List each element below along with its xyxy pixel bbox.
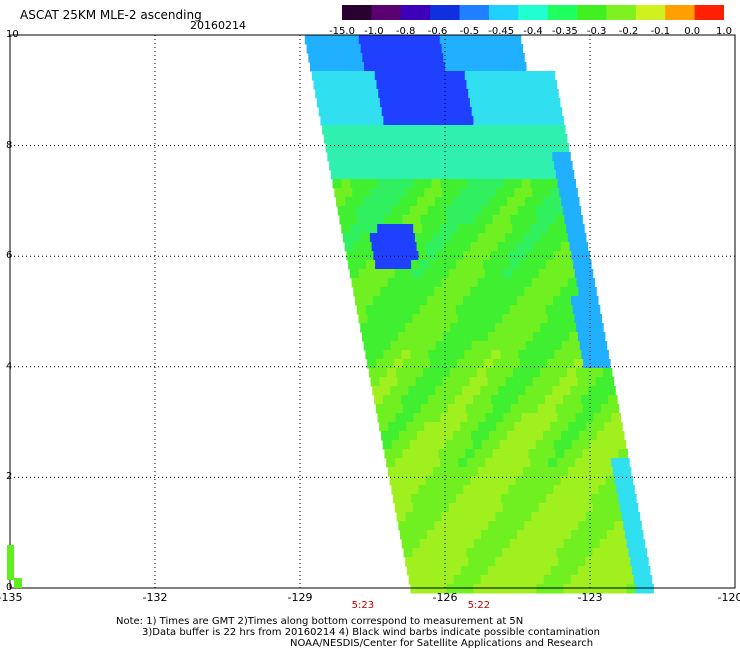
x-tick-label: -123 bbox=[577, 591, 603, 604]
y-tick-label: 0 bbox=[6, 582, 13, 593]
colorbar-segment bbox=[635, 5, 666, 20]
colorbar-label: -0.1 bbox=[650, 26, 671, 37]
x-tick-label: -126 bbox=[432, 591, 458, 604]
plot-frame bbox=[9, 34, 736, 589]
y-tick-label: 6 bbox=[6, 250, 13, 262]
colorbar-segment bbox=[488, 5, 519, 20]
x-tick-label: -120 bbox=[717, 591, 740, 604]
y-tick-label: 10 bbox=[6, 29, 19, 40]
colorbar-segment bbox=[694, 5, 724, 20]
colorbar-segment bbox=[371, 5, 402, 20]
colorbar-label: -0.5 bbox=[459, 26, 480, 37]
colorbar-label: -0.6 bbox=[427, 26, 448, 37]
note-line-3: NOAA/NESDIS/Center for Satellite Applica… bbox=[290, 638, 594, 649]
x-tick-label: -129 bbox=[287, 591, 313, 604]
colorbar-label: 0.0 bbox=[684, 26, 701, 37]
colorbar-label: -0.2 bbox=[618, 26, 639, 37]
colorbar-segment bbox=[606, 5, 637, 20]
colorbar-segment bbox=[400, 5, 431, 20]
colorbar-segment bbox=[665, 5, 696, 20]
colorbar-segment bbox=[518, 5, 549, 20]
colorbar-label: -0.8 bbox=[395, 26, 416, 37]
colorbar-label: -1.0 bbox=[364, 26, 384, 37]
colorbar-segment bbox=[430, 5, 461, 20]
map-date: 20160214 bbox=[190, 19, 246, 32]
swath-pixels bbox=[304, 35, 654, 594]
y-tick-label: 8 bbox=[6, 139, 13, 151]
x-tick-label: -135 bbox=[0, 591, 23, 604]
time-label: 5:23 bbox=[351, 600, 375, 611]
note-line-1: Note: 1) Times are GMT 2)Times along bot… bbox=[116, 616, 524, 627]
y-tick-label: 4 bbox=[6, 360, 13, 372]
colorbar-label: -0.4 bbox=[523, 26, 543, 37]
x-tick-label: -132 bbox=[142, 591, 168, 604]
colorbar-segment bbox=[547, 5, 578, 20]
colorbar-segment bbox=[577, 5, 607, 20]
colorbar-label: -15.0 bbox=[329, 26, 355, 37]
y-tick-label: 2 bbox=[6, 471, 13, 483]
colorbar-segment bbox=[342, 5, 372, 20]
colorbar-label: -0.45 bbox=[488, 26, 515, 37]
colorbar-label: -0.3 bbox=[586, 26, 607, 37]
colorbar-label: -0.35 bbox=[551, 26, 578, 37]
colorbar-segment bbox=[459, 5, 490, 20]
time-label: 5:22 bbox=[467, 600, 491, 611]
colorbar-label: 1.0 bbox=[716, 26, 732, 37]
colorbar bbox=[342, 5, 724, 20]
note-line-2: 3)Data buffer is 22 hrs from 20160214 4)… bbox=[142, 627, 600, 638]
map-title: ASCAT 25KM MLE-2 ascending bbox=[20, 8, 202, 22]
left-edge-pixels bbox=[7, 545, 22, 588]
